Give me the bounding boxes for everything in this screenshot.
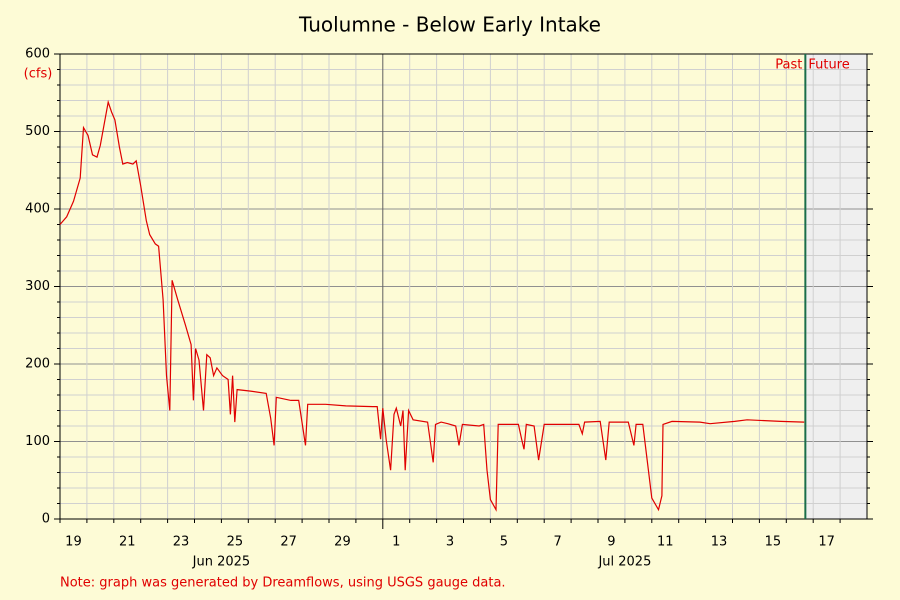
y-tick-label: 0	[42, 512, 50, 527]
future-label: Future	[808, 58, 849, 73]
y-tick-label: 500	[25, 124, 50, 139]
chart-title: Tuolumne - Below Early Intake	[298, 13, 601, 37]
x-tick-label: 13	[711, 535, 728, 550]
month-label: Jul 2025	[597, 555, 651, 570]
y-tick-label: 600	[25, 47, 50, 62]
y-unit: (cfs)	[24, 67, 53, 82]
x-tick-label: 17	[818, 535, 835, 550]
x-tick-label: 19	[65, 535, 82, 550]
x-tick-label: 1	[392, 535, 400, 550]
x-tick-label: 9	[607, 535, 615, 550]
y-tick-label: 300	[25, 279, 50, 294]
x-tick-label: 11	[657, 535, 674, 550]
x-tick-label: 21	[119, 535, 136, 550]
month-label: Jun 2025	[192, 555, 251, 570]
past-label: Past	[775, 58, 802, 73]
x-tick-label: 27	[280, 535, 297, 550]
y-tick-label: 200	[25, 357, 50, 372]
x-tick-label: 23	[173, 535, 190, 550]
x-tick-label: 5	[500, 535, 508, 550]
y-tick-label: 400	[25, 202, 50, 217]
note: Note: graph was generated by Dreamflows,…	[60, 576, 506, 591]
x-tick-label: 3	[446, 535, 454, 550]
x-tick-label: 7	[554, 535, 562, 550]
x-tick-label: 25	[227, 535, 244, 550]
y-tick-label: 100	[25, 434, 50, 449]
x-tick-label: 29	[334, 535, 351, 550]
flow-line	[59, 99, 805, 512]
x-tick-label: 15	[765, 535, 782, 550]
plot-frame	[59, 53, 868, 520]
